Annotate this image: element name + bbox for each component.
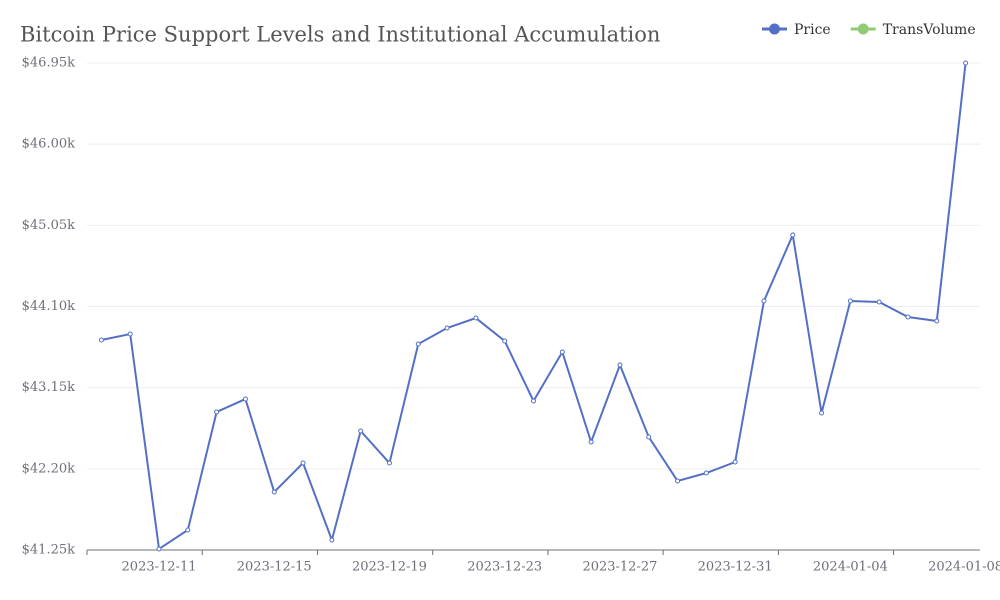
point [300,460,306,466]
point [617,362,623,368]
point [415,341,421,347]
point [703,470,709,476]
point [559,349,565,355]
y-tick-label: $42.20k [22,461,75,476]
legend-swatch-dot [769,23,780,35]
x-tick-label: 2023-12-31 [698,560,773,575]
x-tick-label: 2023-12-23 [467,560,542,575]
point [386,460,392,466]
legend-label: Price [794,22,831,38]
point [934,318,940,324]
x-tick-label: 2024-01-08 [928,560,1000,575]
point [329,537,335,543]
point [214,409,220,415]
point [732,459,738,465]
point [98,337,104,343]
x-tick-label: 2023-12-19 [352,560,427,575]
point [847,298,853,304]
y-tick-label: $46.00k [22,137,75,152]
x-tick-label: 2023-12-27 [582,560,657,575]
point [675,478,681,484]
point [790,232,796,238]
point [242,396,248,402]
chart-title: Bitcoin Price Support Levels and Institu… [20,23,660,47]
point [473,315,479,321]
point [819,410,825,416]
point [185,527,191,533]
point [646,434,652,440]
y-tick-label: $45.05k [22,218,75,233]
point [905,314,911,320]
point [271,489,277,495]
point [358,428,364,434]
x-tick-label: 2024-01-04 [813,560,888,575]
y-tick-label: $46.95k [22,56,75,71]
point [444,325,450,331]
point [502,338,508,344]
legend-swatch-dot [857,23,869,35]
series-line [101,62,967,551]
point [156,546,162,552]
y-tick-label: $44.10k [22,299,75,314]
point [876,299,882,305]
point [963,60,969,66]
y-tick-label: $41.25k [22,543,75,558]
point [531,398,536,404]
point [588,439,594,445]
point [127,331,133,337]
x-tick-label: 2023-12-11 [122,560,197,575]
legend-label: TransVolume [883,22,976,38]
x-tick-label: 2023-12-15 [237,560,312,575]
y-tick-label: $43.15k [22,380,75,395]
point [761,298,767,304]
